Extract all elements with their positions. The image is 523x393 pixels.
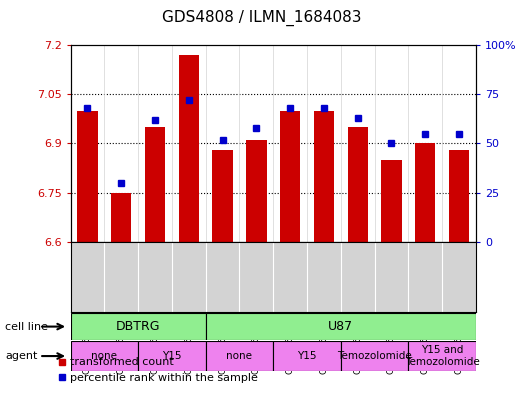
Bar [246,140,267,242]
Bar [381,160,402,242]
Bar [212,150,233,242]
Bar [111,193,131,242]
Bar [341,341,408,371]
Bar [408,341,476,371]
Bar [145,127,165,242]
Legend: transformed count, percentile rank within the sample: transformed count, percentile rank withi… [53,353,263,387]
Bar [179,55,199,242]
Text: Y15: Y15 [297,351,317,361]
Bar [348,127,368,242]
Text: none: none [226,351,253,361]
Bar [77,111,98,242]
Bar [206,313,476,340]
Text: Y15: Y15 [162,351,181,361]
Bar [71,341,138,371]
Text: U87: U87 [328,320,354,333]
Bar [138,341,206,371]
Bar [71,313,206,340]
Bar [206,341,273,371]
Bar [415,143,435,242]
Text: GDS4808 / ILMN_1684083: GDS4808 / ILMN_1684083 [162,10,361,26]
Text: DBTRG: DBTRG [116,320,161,333]
Bar [314,111,334,242]
Bar [449,150,469,242]
Text: none: none [92,351,117,361]
Text: Y15 and
Temozolomide: Y15 and Temozolomide [405,345,480,367]
Bar [280,111,300,242]
Text: Temozolomide: Temozolomide [337,351,412,361]
Text: agent: agent [5,351,38,361]
Bar [273,341,341,371]
Text: cell line: cell line [5,321,48,332]
